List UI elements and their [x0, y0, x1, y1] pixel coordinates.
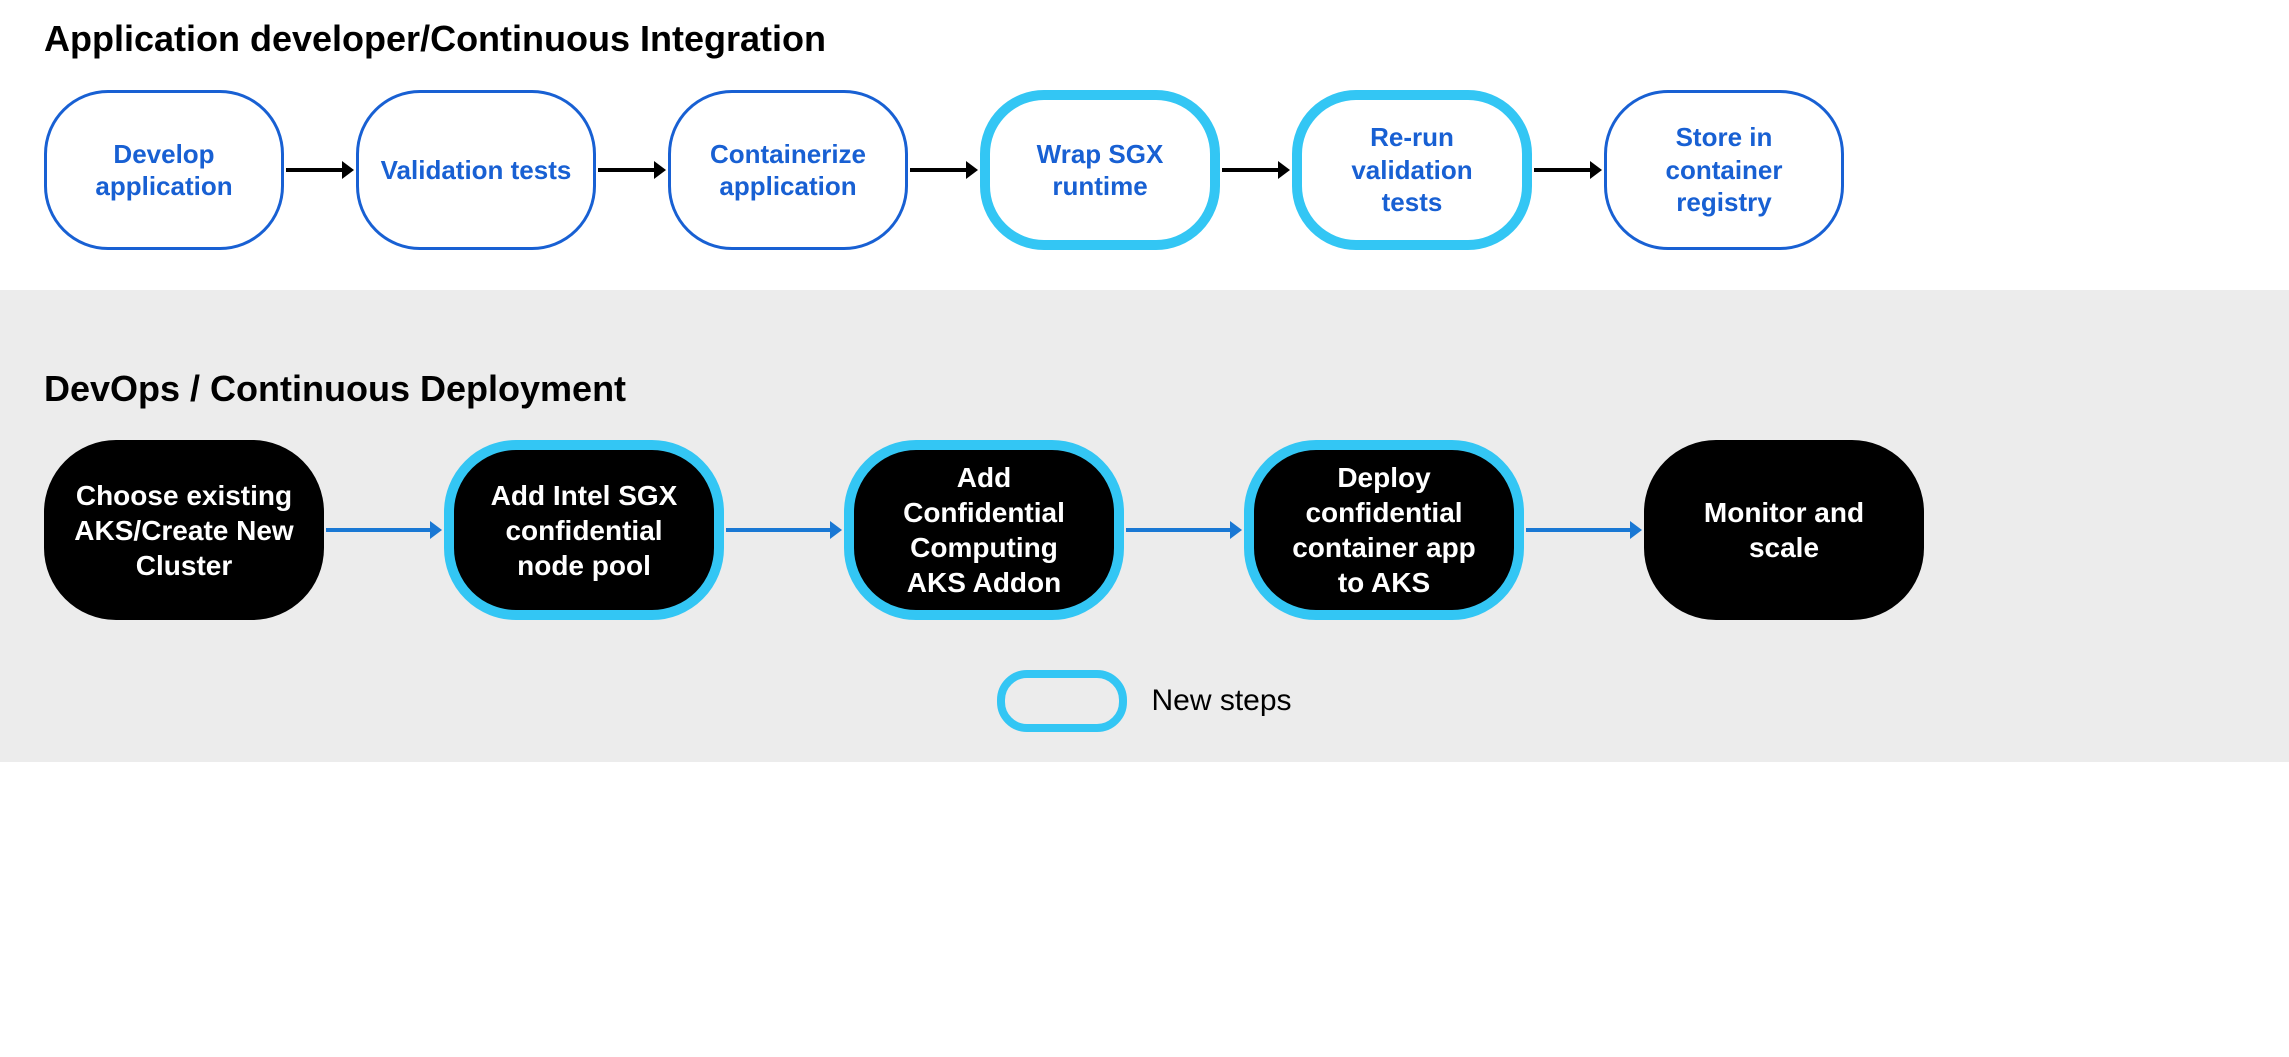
cd-section: DevOps / Continuous Deployment Choose ex… — [0, 290, 2289, 762]
cd-step-node: Deploy confidential container app to AKS — [1244, 440, 1524, 620]
ci-step-label: Store in container registry — [1625, 121, 1823, 219]
flow-arrow-icon — [724, 516, 844, 544]
ci-step-node: Containerize application — [668, 90, 908, 250]
flow-arrow-icon — [284, 156, 356, 184]
cd-step-node: Add Intel SGX confidential node pool — [444, 440, 724, 620]
cd-step-node: Add Confidential Computing AKS Addon — [844, 440, 1124, 620]
ci-step-label: Validation tests — [381, 154, 572, 187]
ci-step-label: Develop application — [65, 138, 263, 203]
flow-arrow-icon — [908, 156, 980, 184]
ci-step-node: Re-run validation tests — [1292, 90, 1532, 250]
cd-step-node: Monitor and scale — [1644, 440, 1924, 620]
cd-step-label: Deploy confidential container app to AKS — [1278, 460, 1490, 600]
flow-arrow-icon — [1124, 516, 1244, 544]
legend: New steps — [0, 660, 2289, 762]
ci-section-title: Application developer/Continuous Integra… — [0, 0, 2289, 60]
cd-step-label: Choose existing AKS/Create New Cluster — [68, 478, 300, 583]
cd-step-label: Add Intel SGX confidential node pool — [478, 478, 690, 583]
ci-step-node: Validation tests — [356, 90, 596, 250]
flow-arrow-icon — [1524, 516, 1644, 544]
cd-flow-row: Choose existing AKS/Create New Cluster A… — [0, 410, 2289, 660]
cd-step-node: Choose existing AKS/Create New Cluster — [44, 440, 324, 620]
cd-step-label: Monitor and scale — [1668, 495, 1900, 565]
flow-arrow-icon — [324, 516, 444, 544]
ci-step-label: Wrap SGX runtime — [1008, 138, 1192, 203]
ci-flow-row: Develop application Validation tests Con… — [0, 60, 2289, 290]
cd-section-title: DevOps / Continuous Deployment — [0, 350, 2289, 410]
ci-step-node: Wrap SGX runtime — [980, 90, 1220, 250]
legend-pill-icon — [997, 670, 1127, 732]
legend-label: New steps — [1151, 684, 1291, 718]
ci-step-node: Develop application — [44, 90, 284, 250]
cd-step-label: Add Confidential Computing AKS Addon — [878, 460, 1090, 600]
flow-arrow-icon — [1532, 156, 1604, 184]
flow-arrow-icon — [596, 156, 668, 184]
ci-step-label: Re-run validation tests — [1320, 121, 1504, 219]
ci-step-node: Store in container registry — [1604, 90, 1844, 250]
ci-step-label: Containerize application — [689, 138, 887, 203]
flow-arrow-icon — [1220, 156, 1292, 184]
ci-section: Application developer/Continuous Integra… — [0, 0, 2289, 290]
